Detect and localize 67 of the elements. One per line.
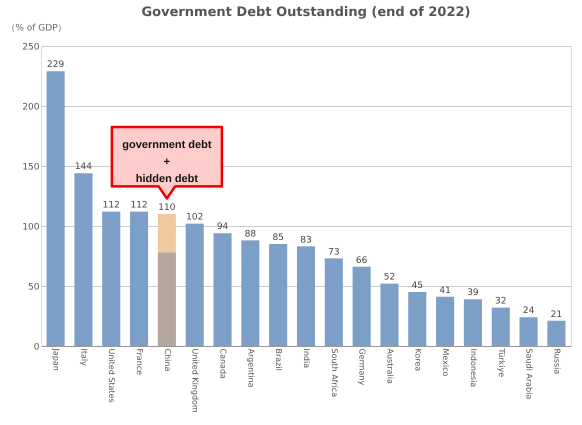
bar (547, 320, 566, 346)
bar (241, 240, 260, 346)
total-label: 66 (356, 256, 368, 266)
x-tick-label: Australia (385, 348, 394, 384)
bar (464, 299, 482, 346)
x-tick-label: China (162, 348, 172, 372)
bar (520, 317, 538, 346)
x-tick-label: Russia (552, 348, 562, 374)
x-tick-label: Indonesia (468, 348, 478, 388)
bar (492, 308, 510, 346)
bar (213, 233, 232, 346)
x-tick-label: Italy (79, 348, 88, 366)
bar (130, 212, 148, 346)
x-tick-label: India (302, 348, 311, 368)
bar (269, 244, 288, 346)
total-label: 39 (467, 288, 479, 298)
y-tick-label: 100 (22, 222, 40, 232)
x-tick-label: France (135, 348, 144, 376)
total-label: 110 (158, 203, 176, 213)
total-label: 24 (522, 306, 535, 316)
y-axis-title: （% of GDP） (6, 24, 67, 34)
total-label: 88 (244, 229, 256, 240)
x-tick-label: Germany (358, 348, 367, 386)
bar (380, 284, 399, 346)
x-tick-label: Canada (218, 348, 228, 380)
x-tick-label: Korea (413, 348, 422, 372)
chart-title: Government Debt Outstanding (end of 2022) (142, 5, 470, 20)
x-tick-label: Türkiye (496, 348, 506, 378)
total-label: 45 (412, 281, 424, 291)
y-tick-label: 250 (22, 42, 40, 52)
total-label: 144 (74, 162, 92, 172)
bar (296, 246, 316, 346)
y-tick-label: 150 (22, 162, 40, 172)
bar (186, 224, 204, 346)
y-tick-label: 0 (34, 342, 40, 352)
total-label: 94 (216, 222, 229, 232)
x-tick-label: United Kingdom (190, 348, 200, 413)
total-label: 21 (550, 310, 562, 320)
total-label: 52 (384, 272, 396, 283)
bar (102, 212, 120, 346)
bar (436, 296, 454, 346)
y-tick-label: 50 (28, 282, 40, 292)
bar (324, 258, 343, 346)
x-tick-label: South Africa (330, 348, 339, 398)
x-tick-label: Mexico (441, 348, 450, 377)
bar (158, 214, 176, 252)
bar (408, 292, 426, 346)
total-label: 83 (300, 235, 312, 246)
x-tick-label: Brazil (274, 348, 284, 371)
x-tick-label: Argentina (246, 348, 256, 388)
total-label: 112 (102, 200, 120, 211)
total-label: 41 (439, 286, 451, 296)
bar (74, 173, 92, 346)
y-tick-label: 200 (22, 102, 40, 112)
total-label: 85 (272, 233, 284, 243)
bar (158, 252, 176, 346)
annotation: government debt + hidden debt (122, 139, 212, 185)
x-tick-label: United States (107, 348, 116, 403)
total-label: 229 (47, 60, 64, 70)
total-label: 102 (186, 212, 204, 223)
total-label: 73 (328, 247, 340, 258)
total-label: 32 (495, 296, 506, 307)
x-tick-label: Saudi Arabia (524, 348, 534, 400)
total-label: 112 (130, 200, 148, 211)
bar (352, 266, 371, 346)
x-tick-label: Japan (52, 348, 61, 371)
bar (46, 71, 65, 346)
